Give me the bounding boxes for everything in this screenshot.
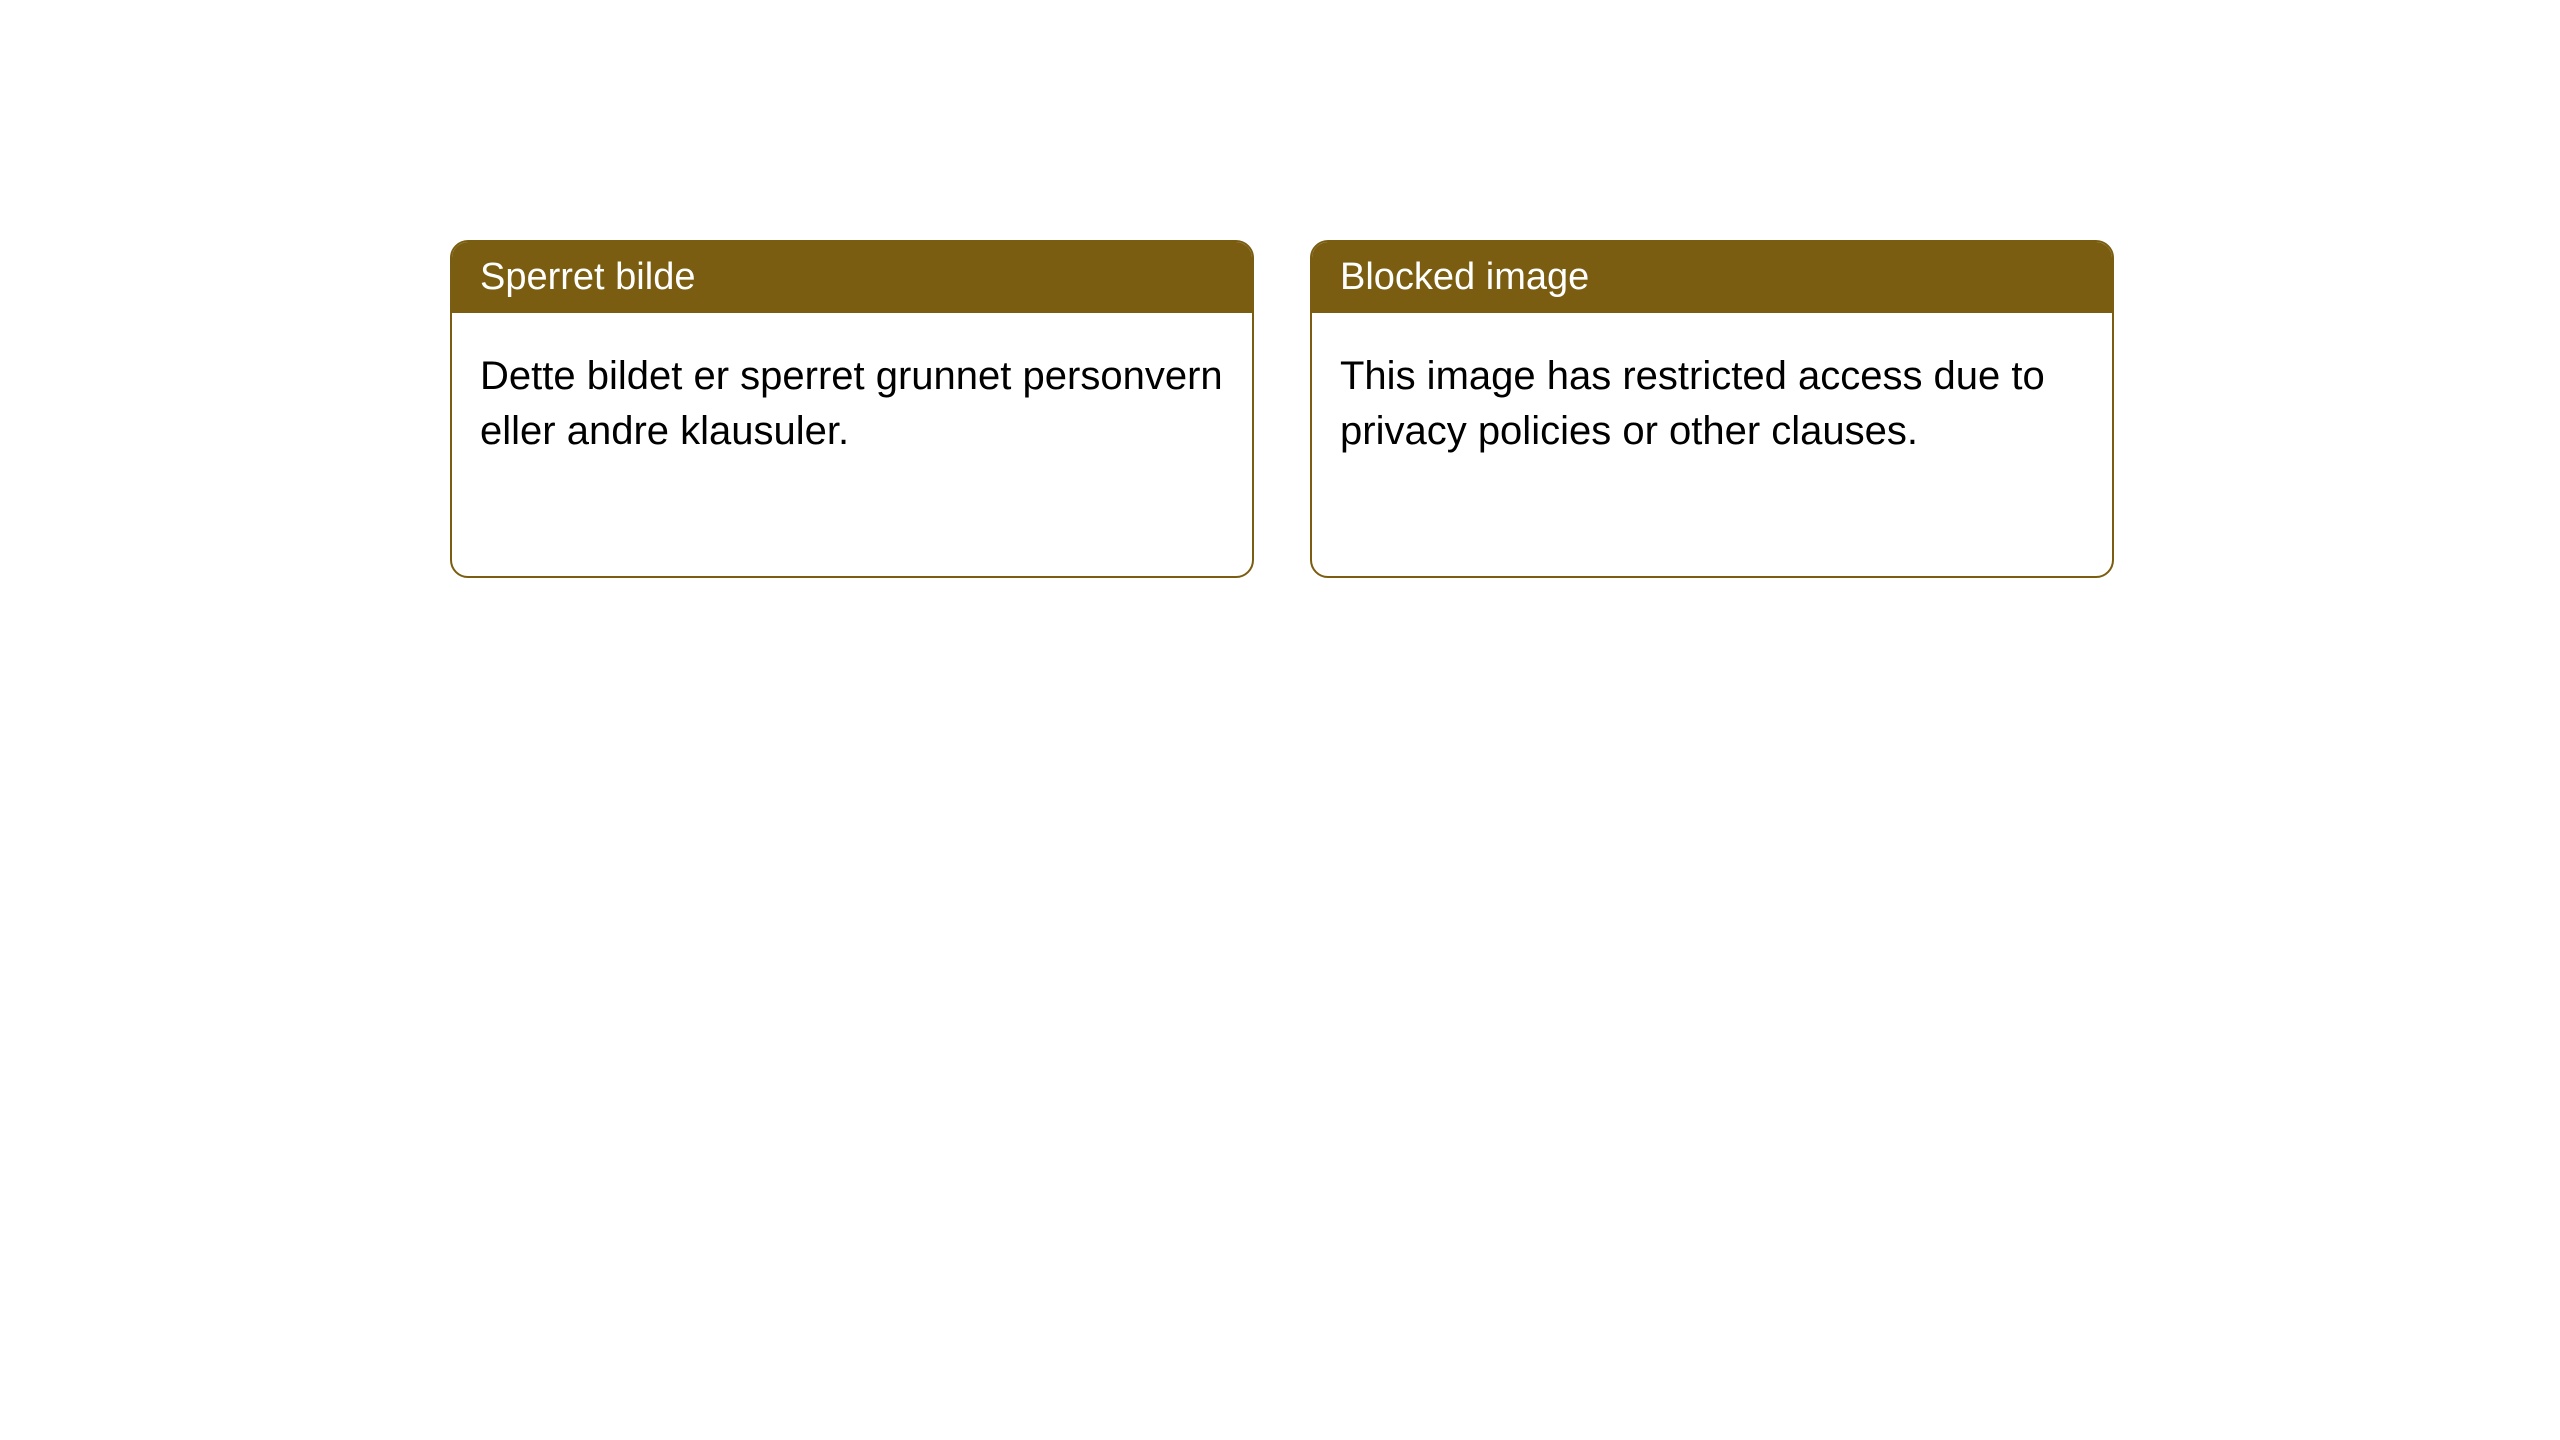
notice-header: Sperret bilde — [452, 242, 1252, 313]
notice-card-norwegian: Sperret bilde Dette bildet er sperret gr… — [450, 240, 1254, 578]
notice-cards-container: Sperret bilde Dette bildet er sperret gr… — [450, 240, 2114, 578]
notice-title: Sperret bilde — [480, 256, 695, 298]
notice-header: Blocked image — [1312, 242, 2112, 313]
notice-card-english: Blocked image This image has restricted … — [1310, 240, 2114, 578]
notice-body: Dette bildet er sperret grunnet personve… — [452, 313, 1252, 495]
notice-body-text: This image has restricted access due to … — [1340, 354, 2045, 453]
notice-title: Blocked image — [1340, 256, 1589, 298]
notice-body-text: Dette bildet er sperret grunnet personve… — [480, 354, 1223, 453]
notice-body: This image has restricted access due to … — [1312, 313, 2112, 495]
